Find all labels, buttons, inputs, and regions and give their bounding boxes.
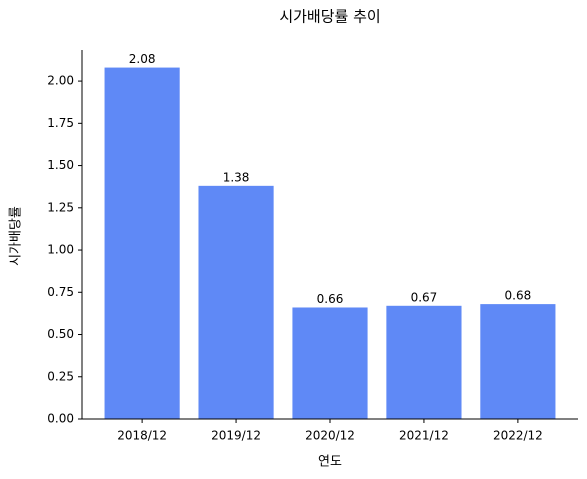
y-tick-label: 0.00 bbox=[47, 412, 74, 426]
y-tick-label: 0.50 bbox=[47, 327, 74, 341]
bar bbox=[480, 304, 556, 419]
data-label: 0.67 bbox=[411, 290, 438, 304]
y-tick-label: 1.75 bbox=[47, 116, 74, 130]
x-tick-label: 2020/12 bbox=[305, 429, 355, 443]
chart-title: 시가배당률 추이 bbox=[279, 8, 380, 26]
x-tick-label: 2018/12 bbox=[117, 429, 167, 443]
bar bbox=[292, 307, 368, 419]
data-label: 2.08 bbox=[129, 52, 156, 66]
data-label: 1.38 bbox=[223, 170, 250, 184]
x-tick-label: 2022/12 bbox=[493, 429, 543, 443]
x-tick-label: 2019/12 bbox=[211, 429, 261, 443]
y-tick-label: 2.00 bbox=[47, 74, 74, 88]
y-tick-label: 1.25 bbox=[47, 200, 74, 214]
y-tick-label: 0.25 bbox=[47, 369, 74, 383]
bar bbox=[198, 185, 274, 419]
y-axis-label: 시가배당률 bbox=[9, 206, 24, 266]
x-tick-label: 2021/12 bbox=[399, 429, 449, 443]
y-tick-label: 1.50 bbox=[47, 158, 74, 172]
y-tick-label: 1.00 bbox=[47, 243, 74, 257]
bar bbox=[104, 67, 180, 420]
y-tick-label: 0.75 bbox=[47, 285, 74, 299]
data-label: 0.68 bbox=[505, 289, 532, 303]
data-label: 0.66 bbox=[317, 292, 344, 306]
x-axis-label: 연도 bbox=[318, 455, 342, 470]
bar bbox=[386, 305, 462, 419]
